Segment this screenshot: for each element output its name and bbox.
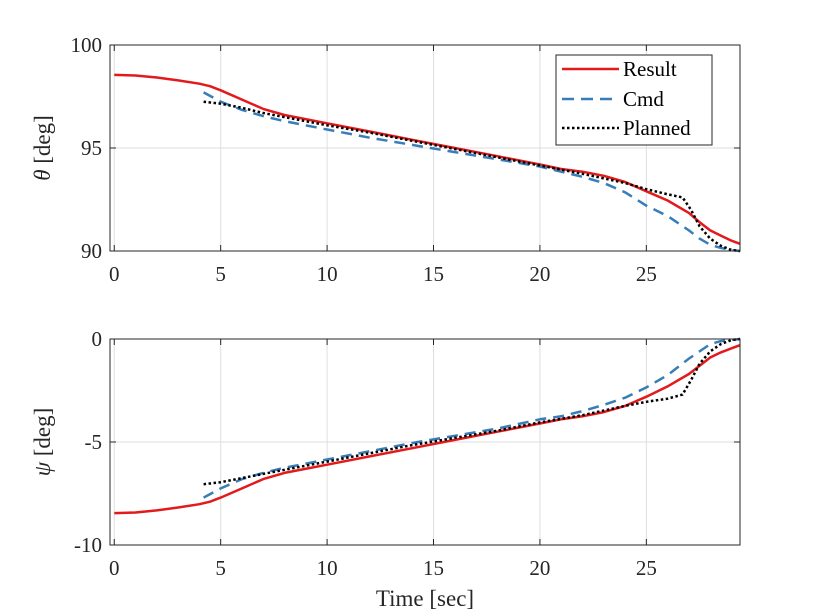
theta-series	[114, 73, 741, 253]
psi-xtick-label: 10	[317, 556, 338, 580]
psi-series-planned-line	[203, 337, 741, 486]
psi-panel: 0 5 10 15 20 25 -10 -5 0 ψ [deg] Time [sec]	[30, 327, 741, 611]
psi-ylabel-symbol: ψ	[30, 461, 55, 476]
theta-ytick-label: 90	[81, 239, 102, 263]
theta-xtick-label: 15	[423, 262, 444, 286]
theta-series-planned-line	[203, 100, 741, 253]
theta-xtick-label: 20	[529, 262, 550, 286]
psi-ticks: 0 5 10 15 20 25 -10 -5 0	[74, 327, 740, 580]
psi-series-cmd-line	[203, 337, 741, 499]
theta-ticks: 0 5 10 15 20 25 90 95 100	[71, 33, 740, 286]
theta-ytick-label: 100	[71, 33, 103, 57]
psi-ylabel: ψ [deg]	[30, 408, 55, 477]
theta-xtick-label: 5	[215, 262, 226, 286]
theta-panel: 0 5 10 15 20 25 90 95 100 θ [deg] Result Cmd Pla…	[30, 33, 741, 286]
theta-ylabel-symbol: θ	[30, 169, 55, 180]
x-axis-label: Time [sec]	[376, 586, 474, 611]
psi-ytick-label: -10	[74, 533, 102, 557]
theta-xtick-label: 25	[636, 262, 657, 286]
theta-ylabel: θ [deg]	[30, 115, 55, 181]
legend-planned-label: Planned	[623, 116, 691, 140]
psi-series	[114, 337, 741, 515]
psi-xtick-label: 20	[529, 556, 550, 580]
legend-cmd-label: Cmd	[623, 87, 664, 111]
theta-xtick-label: 0	[109, 262, 120, 286]
theta-series-cmd-line	[203, 91, 741, 253]
psi-xtick-label: 0	[109, 556, 120, 580]
theta-ytick-label: 95	[81, 136, 102, 160]
psi-ylabel-unit: [deg]	[30, 408, 55, 462]
psi-xtick-label: 5	[215, 556, 226, 580]
theta-xtick-label: 10	[317, 262, 338, 286]
legend: Result Cmd Planned	[555, 54, 713, 146]
psi-xtick-label: 15	[423, 556, 444, 580]
legend-result-label: Result	[623, 57, 677, 81]
theta-ylabel-unit: [deg]	[30, 115, 55, 169]
psi-ytick-label: 0	[92, 327, 103, 351]
psi-xtick-label: 25	[636, 556, 657, 580]
psi-ytick-label: -5	[85, 430, 103, 454]
psi-series-result-line	[114, 344, 741, 515]
